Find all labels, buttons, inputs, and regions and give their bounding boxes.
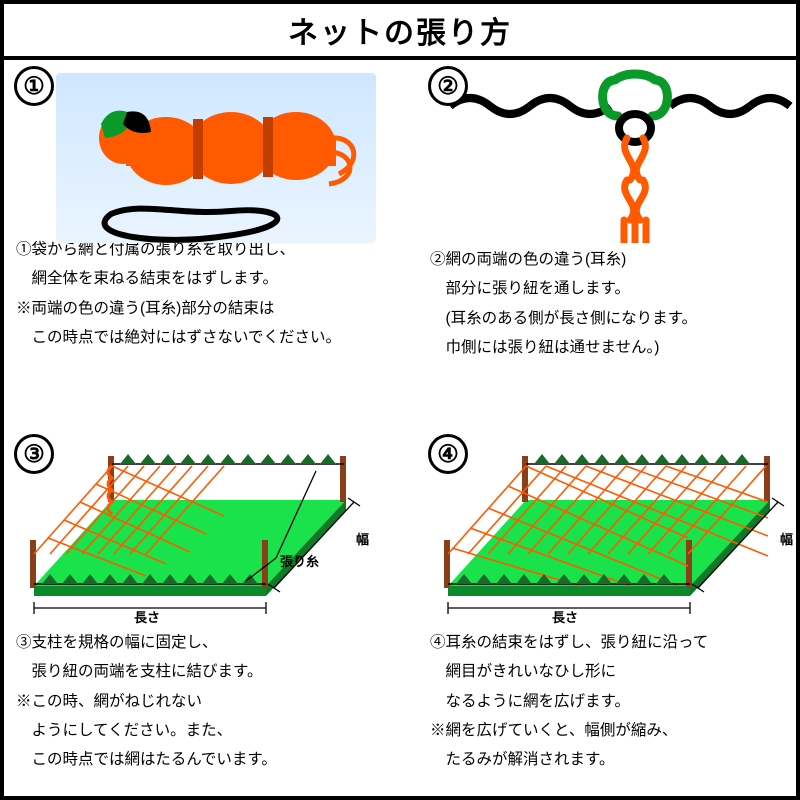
step-3: ③ (4, 428, 418, 796)
step-1-line-4: この時点では絶対にはずさないでください。 (16, 326, 406, 349)
step-4-line-1: ④耳糸の結束をはずし、張り紐に沿って (430, 631, 800, 654)
field-full-net-icon: 長さ 幅 (430, 436, 800, 626)
step-2-line-2: 部分に張り紐を通します。 (430, 277, 800, 300)
step-3-line-2: 張り紐の両端を支柱に結びます。 (16, 660, 406, 683)
step-2-line-3: (耳糸のある側が長さ側になります。 (430, 307, 800, 330)
step-4-line-2: 網目がきれいなひし形に (430, 660, 800, 683)
title-bar: ネットの張り方 (4, 4, 796, 60)
net-bundle-icon (71, 86, 371, 251)
step-4-line-4: ※網を広げていくと、幅側が縮み、 (430, 719, 800, 742)
length-label: 長さ (134, 610, 160, 625)
page-title: ネットの張り方 (4, 8, 796, 52)
instruction-frame: ネットの張り方 ① (0, 0, 800, 800)
step-1-line-2: 網全体を束ねる結束をはずします。 (16, 267, 406, 290)
step-2-number: ② (428, 66, 468, 106)
step-2-text: ②網の両端の色の違う(耳糸) 部分に張り紐を通します。 (耳糸のある側が長さ側に… (430, 248, 800, 365)
step-3-number: ③ (14, 434, 54, 474)
step-2: ② (418, 60, 800, 428)
step-4-number: ④ (428, 434, 468, 474)
step-1-illustration (16, 68, 406, 238)
step-4-text: ④耳糸の結束をはずし、張り紐に沿って 網目がきれいなひし形に なるように網を広げ… (430, 631, 800, 777)
step-4-illustration: 長さ 幅 (430, 436, 800, 631)
step-4-line-3: なるように網を広げます。 (430, 690, 800, 713)
step-1-text: ①袋から網と付属の張り糸を取り出し、 網全体を束ねる結束をはずします。 ※両端の… (16, 238, 406, 355)
step-2-illustration (430, 68, 800, 248)
length-label-4: 長さ (552, 610, 578, 625)
width-label: 幅 (356, 532, 369, 547)
steps-grid: ① (4, 60, 796, 796)
step-3-illustration: 張り糸 長さ 幅 (16, 436, 406, 631)
step-3-text: ③支柱を規格の幅に固定し、 張り紐の両端を支柱に結びます。 ※この時、網がねじれ… (16, 631, 406, 777)
step-4-line-5: たるみが解消されます。 (430, 748, 800, 771)
step-3-line-4: ようにしてください。また、 (16, 719, 406, 742)
field-partial-net-icon: 張り糸 長さ 幅 (16, 436, 406, 626)
step-2-line-1: ②網の両端の色の違う(耳糸) (430, 248, 800, 271)
step-1: ① (4, 60, 418, 428)
width-label-4: 幅 (780, 532, 793, 547)
step-1-number: ① (14, 66, 54, 106)
step-3-line-1: ③支柱を規格の幅に固定し、 (16, 631, 406, 654)
step-4: ④ (418, 428, 800, 796)
step-2-line-4: 巾側には張り紐は通せません。) (430, 336, 800, 359)
step-3-line-3: ※この時、網がねじれない (16, 690, 406, 713)
step-1-line-3: ※両端の色の違う(耳糸)部分の結束は (16, 297, 406, 320)
step-3-line-5: この時点では網はたるんでいます。 (16, 748, 406, 771)
cord-threading-icon (430, 68, 800, 243)
